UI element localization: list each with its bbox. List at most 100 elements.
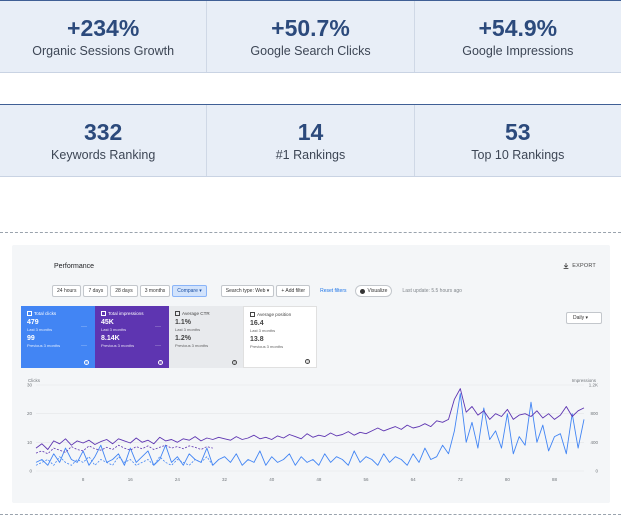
series-line-clicks-current xyxy=(35,393,585,466)
metric-prev-value: 1.2% xyxy=(175,335,191,342)
add-filter-button[interactable]: + Add filter xyxy=(276,285,311,297)
metric-period: Last 3 months xyxy=(175,327,201,332)
gsc-performance-panel: Performance EXPORT 24 hours 7 days 28 da… xyxy=(12,245,610,503)
metric-prev-value: 13.8 xyxy=(250,336,264,343)
metric-period: Last 3 months xyxy=(101,327,127,332)
y-right-tick: 800 xyxy=(590,411,598,416)
visualize-button[interactable]: Visualize xyxy=(354,285,393,297)
y-left-tick: 30 xyxy=(27,383,33,388)
metric-period: Last 3 months xyxy=(250,328,276,333)
x-tick: 88 xyxy=(552,477,558,482)
search-type-dropdown[interactable]: Search type: Web ▾ xyxy=(220,285,275,297)
metric-card-clicks[interactable]: Total clicks 479 ··· Last 3 months 99 ··… xyxy=(21,306,95,368)
metric-card-position[interactable]: Average position 16.4 Last 3 months 13.8… xyxy=(243,306,317,368)
stats-row-rankings: 332 Keywords Ranking 14 #1 Rankings 53 T… xyxy=(0,104,621,177)
x-tick: 16 xyxy=(128,477,134,482)
metric-title: Total clicks xyxy=(34,311,57,316)
metric-title: Average position xyxy=(257,312,292,317)
x-tick: 80 xyxy=(505,477,511,482)
metric-value: 45K xyxy=(101,319,114,326)
left-axis-label: Clicks xyxy=(28,378,41,383)
checkbox-checked-icon[interactable] xyxy=(27,311,32,316)
granularity-dropdown[interactable]: Daily ▾ xyxy=(566,312,602,324)
help-icon[interactable]: ? xyxy=(305,359,310,364)
metric-period: Last 3 months xyxy=(27,327,53,332)
metric-title: Total impressions xyxy=(108,311,144,316)
stat-value: 53 xyxy=(505,119,531,145)
stat-value: +54.9% xyxy=(478,15,558,41)
metric-prev-value: 8.14K xyxy=(101,335,120,342)
metric-card-impressions[interactable]: Total impressions 45K ··· Last 3 months … xyxy=(95,306,169,368)
range-7-days[interactable]: 7 days xyxy=(83,285,109,297)
series-line-impressions-current xyxy=(35,388,585,450)
stat-label: Google Search Clicks xyxy=(250,44,371,58)
more-dots-icon: ··· xyxy=(81,324,87,330)
x-tick: 40 xyxy=(269,477,275,482)
metric-cards: Total clicks 479 ··· Last 3 months 99 ··… xyxy=(21,306,317,368)
stat-label: Organic Sessions Growth xyxy=(32,44,175,58)
range-3-months[interactable]: 3 months xyxy=(139,285,171,297)
compare-dropdown[interactable]: Compare ▾ xyxy=(172,285,207,297)
last-update-text: Last update: 5.5 hours ago xyxy=(402,288,462,294)
more-dots-icon: ··· xyxy=(155,324,161,330)
frame-divider xyxy=(0,514,621,515)
visualize-label: Visualize xyxy=(367,288,388,294)
stat-label: #1 Rankings xyxy=(275,148,346,162)
export-label: EXPORT xyxy=(572,263,596,269)
download-icon xyxy=(563,263,569,269)
help-icon[interactable]: ? xyxy=(232,360,237,365)
stat-value: +234% xyxy=(67,15,140,41)
checkbox-icon[interactable] xyxy=(250,312,255,317)
y-right-tick: 400 xyxy=(590,440,598,445)
stat-keywords-ranking: 332 Keywords Ranking xyxy=(0,105,208,176)
x-tick: 8 xyxy=(82,477,85,482)
right-axis-label: Impressions xyxy=(572,378,597,383)
metric-value: 1.1% xyxy=(175,319,191,326)
stat-organic-sessions: +234% Organic Sessions Growth xyxy=(0,1,208,72)
checkbox-checked-icon[interactable] xyxy=(101,311,106,316)
help-icon[interactable]: ? xyxy=(158,360,163,365)
metric-value: 16.4 xyxy=(250,320,264,327)
y-left-tick: 20 xyxy=(27,411,33,416)
visualize-icon xyxy=(359,288,365,294)
stat-top-ten-rankings: 53 Top 10 Rankings xyxy=(415,105,621,176)
stat-value: 14 xyxy=(297,119,324,145)
x-tick: 56 xyxy=(363,477,369,482)
stat-label: Keywords Ranking xyxy=(51,148,156,162)
y-left-tick: 10 xyxy=(27,440,33,445)
metric-prev-period: Previous 3 months xyxy=(175,343,209,348)
export-button[interactable]: EXPORT xyxy=(563,263,596,269)
panel-title: Performance xyxy=(54,263,95,270)
series-line-impressions-previous xyxy=(35,444,213,455)
stat-value: +50.7% xyxy=(271,15,350,41)
x-tick: 48 xyxy=(316,477,322,482)
stat-impressions: +54.9% Google Impressions xyxy=(415,1,621,72)
metric-value: 479 xyxy=(27,319,39,326)
y-right-tick: 0 xyxy=(595,469,598,474)
range-28-days[interactable]: 28 days xyxy=(110,285,138,297)
date-toolbar: 24 hours 7 days 28 days 3 months Compare… xyxy=(52,285,462,297)
more-dots-icon: ··· xyxy=(155,343,161,349)
stat-value: 332 xyxy=(83,119,123,145)
y-right-tick: 1.2K xyxy=(589,383,598,388)
range-24-hours[interactable]: 24 hours xyxy=(52,285,82,297)
x-tick: 72 xyxy=(458,477,464,482)
metric-prev-value: 99 xyxy=(27,335,35,342)
x-tick: 32 xyxy=(222,477,228,482)
performance-chart: Clicks Impressions 30 1.2K 20 800 10 400 0 0 8 16 24… xyxy=(27,378,599,482)
checkbox-icon[interactable] xyxy=(175,311,180,316)
metric-prev-period: Previous 3 months xyxy=(101,343,135,348)
more-dots-icon: ··· xyxy=(81,343,87,349)
x-tick: 64 xyxy=(411,477,417,482)
metric-title: Average CTR xyxy=(182,311,210,316)
reset-filters-link[interactable]: Reset filters xyxy=(320,288,347,294)
stat-search-clicks: +50.7% Google Search Clicks xyxy=(207,1,415,72)
help-icon[interactable]: ? xyxy=(84,360,89,365)
series-line-clicks-previous xyxy=(35,456,214,466)
metric-card-ctr[interactable]: Average CTR 1.1% Last 3 months 1.2% Prev… xyxy=(169,306,243,368)
gsc-screenshot-frame: Performance EXPORT 24 hours 7 days 28 da… xyxy=(0,232,621,517)
metric-prev-period: Previous 3 months xyxy=(250,344,284,349)
metric-prev-period: Previous 3 months xyxy=(27,343,61,348)
x-tick: 24 xyxy=(175,477,181,482)
stat-number-one-rankings: 14 #1 Rankings xyxy=(207,105,415,176)
